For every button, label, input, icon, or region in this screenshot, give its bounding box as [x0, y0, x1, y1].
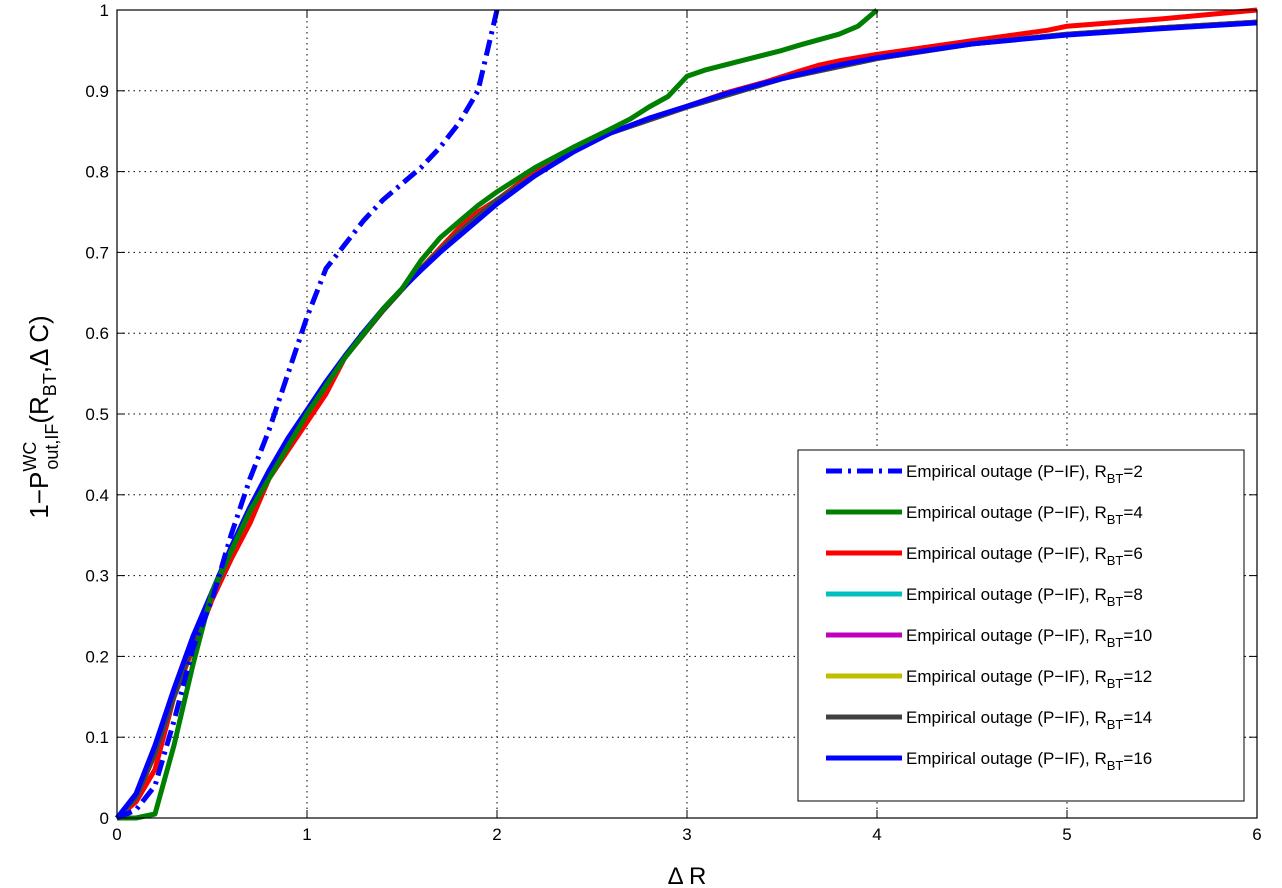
x-tick-label: 3: [682, 825, 691, 844]
y-axis-title-sub: out,IF: [42, 424, 62, 470]
series-line-1: [116, 9, 500, 821]
legend-label-suffix: =2: [1123, 462, 1142, 481]
legend-label-suffix: =10: [1123, 626, 1152, 645]
x-tick-labels: 0 1 2 3 4 5 6: [112, 825, 1261, 844]
legend-label-1: Empirical outage (P−IF), RBT=2: [906, 462, 1143, 486]
legend-label-suffix: =14: [1123, 708, 1152, 727]
y-tick-label: 0.6: [85, 324, 109, 343]
legend-label-prefix: Empirical outage (P−IF), R: [906, 503, 1107, 522]
legend-label-4: Empirical outage (P−IF), RBT=8: [906, 585, 1143, 609]
y-tick-label: 0.3: [85, 567, 109, 586]
legend-label-6: Empirical outage (P−IF), RBT=12: [906, 667, 1152, 691]
y-axis-title-sup: WC: [20, 442, 40, 472]
x-tick-label: 4: [872, 825, 881, 844]
x-tick-label: 6: [1252, 825, 1261, 844]
y-tick-label: 0.4: [85, 486, 109, 505]
y-axis-title-paren-rest: ,Δ C): [24, 315, 54, 373]
x-tick-label: 1: [302, 825, 311, 844]
legend-label-sub: BT: [1107, 758, 1124, 773]
axis-ticks: [116, 9, 1258, 819]
legend-label-2: Empirical outage (P−IF), RBT=4: [906, 503, 1143, 527]
legend-label-sub: BT: [1107, 553, 1124, 568]
legend-label-prefix: Empirical outage (P−IF), R: [906, 544, 1107, 563]
legend-label-sub: BT: [1107, 594, 1124, 609]
y-tick-label: 0.5: [85, 405, 109, 424]
legend-label-suffix: =16: [1123, 749, 1152, 768]
x-tick-label: 2: [492, 825, 501, 844]
legend-label-5: Empirical outage (P−IF), RBT=10: [906, 626, 1152, 650]
legend-label-sub: BT: [1107, 471, 1124, 486]
legend-label-suffix: =6: [1123, 544, 1142, 563]
legend-label-prefix: Empirical outage (P−IF), R: [906, 708, 1107, 727]
y-axis-title-paren-open: (R: [24, 396, 54, 423]
series-line-3: [115, 7, 1258, 820]
y-tick-label: 0.7: [85, 243, 109, 262]
y-axis-title-paren-sub: BT: [40, 373, 60, 396]
legend-label-prefix: Empirical outage (P−IF), R: [906, 749, 1107, 768]
legend-label-7: Empirical outage (P−IF), RBT=14: [906, 708, 1152, 732]
legend-box: [797, 449, 1245, 802]
legend-label-suffix: =12: [1123, 667, 1152, 686]
y-tick-label: 0.9: [85, 82, 109, 101]
x-axis-title: Δ R: [668, 863, 707, 888]
legend-label-3: Empirical outage (P−IF), RBT=6: [906, 544, 1143, 568]
y-axis-title: 1−PWC out,IF(RBT,Δ C): [20, 315, 62, 518]
legend-label-sub: BT: [1107, 635, 1124, 650]
y-tick-label: 0.1: [85, 728, 109, 747]
x-tick-label: 5: [1062, 825, 1071, 844]
legend-label-prefix: Empirical outage (P−IF), R: [906, 667, 1107, 686]
plot-series: [115, 7, 1258, 821]
legend-label-suffix: =4: [1123, 503, 1142, 522]
y-tick-label: 0.8: [85, 163, 109, 182]
y-axis-title-prefix: 1−P: [24, 472, 54, 519]
x-tick-label: 0: [112, 825, 121, 844]
y-tick-labels: 0 0.1 0.2 0.3 0.4 0.5 0.6 0.7 0.8 0.9 1: [85, 1, 109, 828]
legend-label-prefix: Empirical outage (P−IF), R: [906, 462, 1107, 481]
legend-label-sub: BT: [1107, 512, 1124, 527]
y-tick-label: 1: [100, 1, 109, 20]
legend-label-suffix: =8: [1123, 585, 1142, 604]
legend-label-sub: BT: [1107, 717, 1124, 732]
legend-label-8: Empirical outage (P−IF), RBT=16: [906, 749, 1152, 773]
y-tick-label: 0.2: [85, 647, 109, 666]
legend: Empirical outage (P−IF), RBT=2Empirical …: [797, 449, 1245, 802]
legend-label-sub: BT: [1107, 676, 1124, 691]
y-tick-label: 0: [100, 809, 109, 828]
legend-label-prefix: Empirical outage (P−IF), R: [906, 585, 1107, 604]
legend-entries: Empirical outage (P−IF), RBT=2Empirical …: [826, 462, 1152, 773]
legend-label-prefix: Empirical outage (P−IF), R: [906, 626, 1107, 645]
